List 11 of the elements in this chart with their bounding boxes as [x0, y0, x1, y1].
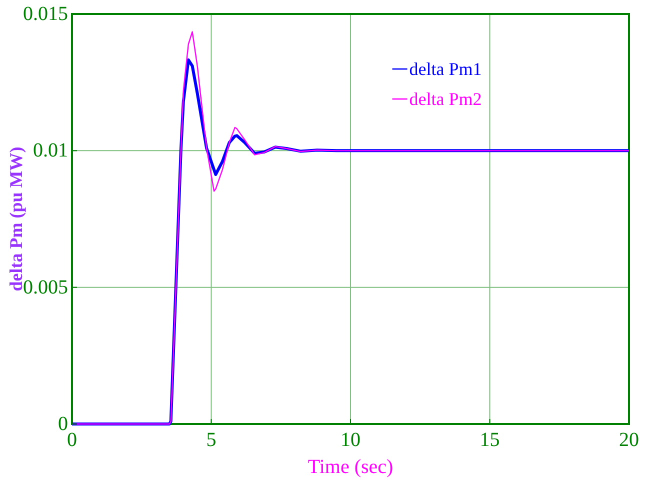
x-tick-label: 20: [619, 429, 639, 451]
x-tick-label: 10: [340, 429, 360, 451]
y-tick-label: 0.015: [23, 3, 68, 25]
x-tick-label: 15: [480, 429, 500, 451]
y-tick-label: 0: [58, 413, 68, 435]
y-tick-label: 0.01: [33, 140, 68, 162]
legend-label: delta Pm1: [409, 59, 482, 79]
x-axis-title: Time (sec): [308, 456, 394, 478]
y-tick-label: 0.005: [23, 276, 68, 298]
x-tick-label: 5: [206, 429, 216, 451]
legend-label: delta Pm2: [409, 89, 482, 109]
